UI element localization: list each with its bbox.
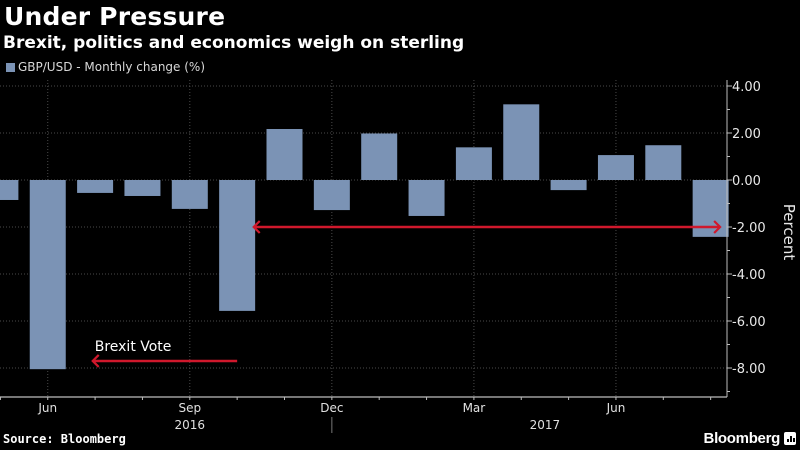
x-tick-label: Dec bbox=[320, 401, 343, 415]
annotation-brexit-vote: Brexit Vote bbox=[95, 339, 172, 355]
source-note: Source: Bloomberg bbox=[3, 432, 126, 446]
bloomberg-logo: Bloomberg bbox=[703, 430, 781, 447]
arrowhead-icon bbox=[91, 354, 100, 368]
bar-aug-2017 bbox=[692, 180, 729, 237]
bar-dec-2016 bbox=[313, 180, 350, 211]
bar-oct-2016 bbox=[219, 180, 256, 311]
bar-sep-2016 bbox=[171, 180, 208, 209]
bar-jun-2017 bbox=[597, 155, 634, 180]
bar-may-2017 bbox=[550, 180, 587, 191]
x-tick-label: Mar bbox=[463, 401, 486, 415]
chart-title: Under Pressure bbox=[4, 2, 226, 31]
bar-may-2016 bbox=[0, 180, 19, 200]
year-label: 2017 bbox=[530, 418, 561, 432]
bar-jun-2016 bbox=[29, 180, 66, 370]
y-axis-title: Percent bbox=[780, 204, 798, 261]
bars bbox=[0, 104, 729, 370]
x-tick-label: Jun bbox=[606, 401, 626, 415]
year-label: 2016 bbox=[175, 418, 206, 432]
bar-jul-2016 bbox=[77, 180, 114, 193]
y-tick-label: -6.00 bbox=[732, 315, 766, 330]
legend: GBP/USD - Monthly change (%) bbox=[6, 60, 205, 74]
legend-swatch bbox=[6, 62, 15, 72]
y-tick-label: -8.00 bbox=[732, 362, 766, 377]
arrowhead-icon bbox=[252, 220, 261, 234]
legend-label: GBP/USD - Monthly change (%) bbox=[18, 60, 206, 74]
x-tick-label: Jun bbox=[37, 401, 57, 415]
bar-jan-2017 bbox=[361, 133, 398, 180]
chart-subtitle: Brexit, politics and economics weigh on … bbox=[3, 33, 465, 53]
bar-feb-2017 bbox=[408, 180, 445, 216]
bar-aug-2016 bbox=[124, 180, 161, 196]
y-tick-label: 2.00 bbox=[732, 127, 761, 142]
bar-mar-2017 bbox=[455, 147, 492, 180]
y-tick-label: -4.00 bbox=[732, 268, 766, 283]
y-tick-label: 4.00 bbox=[732, 80, 761, 95]
x-tick-label: Sep bbox=[178, 401, 201, 415]
bar-apr-2017 bbox=[503, 104, 540, 180]
y-tick-label: 0.00 bbox=[732, 174, 761, 189]
bar-jul-2017 bbox=[645, 145, 682, 180]
annotations: Brexit Vote bbox=[91, 220, 722, 368]
bar-nov-2016 bbox=[266, 129, 303, 180]
bloomberg-chart-icon bbox=[784, 432, 796, 445]
axes: 4.00 2.00 0.00 -2.00 -4.00 -6.00 -8.00 Jun Sep De… bbox=[0, 80, 798, 433]
y-tick-label: -2.00 bbox=[732, 221, 766, 236]
arrowhead-icon bbox=[713, 220, 722, 234]
